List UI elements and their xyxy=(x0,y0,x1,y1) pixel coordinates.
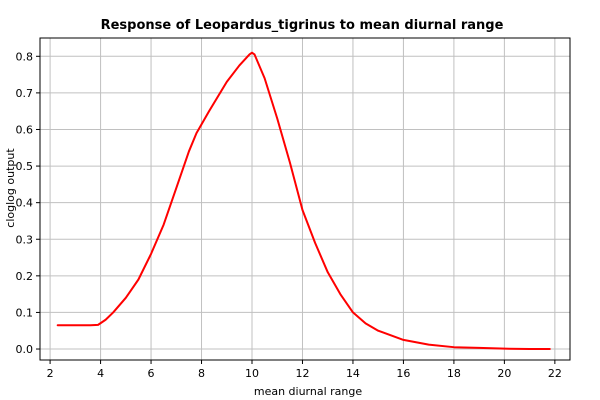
x-tick-label: 14 xyxy=(346,367,360,380)
y-axis-label: cloglog output xyxy=(4,148,17,228)
x-tick-label: 18 xyxy=(447,367,461,380)
y-tick-label: 0.5 xyxy=(16,160,34,173)
x-tick-label: 12 xyxy=(295,367,309,380)
axes xyxy=(36,37,571,364)
x-tick-label: 10 xyxy=(245,367,259,380)
series-layer xyxy=(56,51,551,351)
plot-background xyxy=(40,38,570,360)
x-tick-label: 16 xyxy=(396,367,410,380)
plot-border xyxy=(39,37,571,361)
series-line-0 xyxy=(56,51,551,351)
plot-area xyxy=(40,38,570,360)
y-tick-label: 0.0 xyxy=(16,343,34,356)
y-tick-label: 0.6 xyxy=(16,123,34,136)
y-tick-label: 0.8 xyxy=(16,50,34,63)
y-tick-label: 0.7 xyxy=(16,87,34,100)
x-tick-label: 4 xyxy=(97,367,104,380)
y-tick-label: 0.2 xyxy=(16,270,34,283)
y-tick-label: 0.3 xyxy=(16,233,34,246)
x-tick-label: 2 xyxy=(47,367,54,380)
chart-title: Response of Leopardus_tigrinus to mean d… xyxy=(101,18,504,33)
y-tick-label: 0.4 xyxy=(16,197,34,210)
x-tick-label: 8 xyxy=(198,367,205,380)
grid xyxy=(40,38,570,360)
x-tick-label: 22 xyxy=(548,367,562,380)
x-axis-label: mean diurnal range xyxy=(254,385,363,398)
x-tick-label: 6 xyxy=(148,367,155,380)
tick-labels: 2 4 6 8 10 12 14 16 18 20 22 0.0 0.1 0.2 0.3 0.4 0.5 0.6 0… xyxy=(16,50,562,380)
y-tick-label: 0.1 xyxy=(16,306,34,319)
x-tick-label: 20 xyxy=(497,367,511,380)
